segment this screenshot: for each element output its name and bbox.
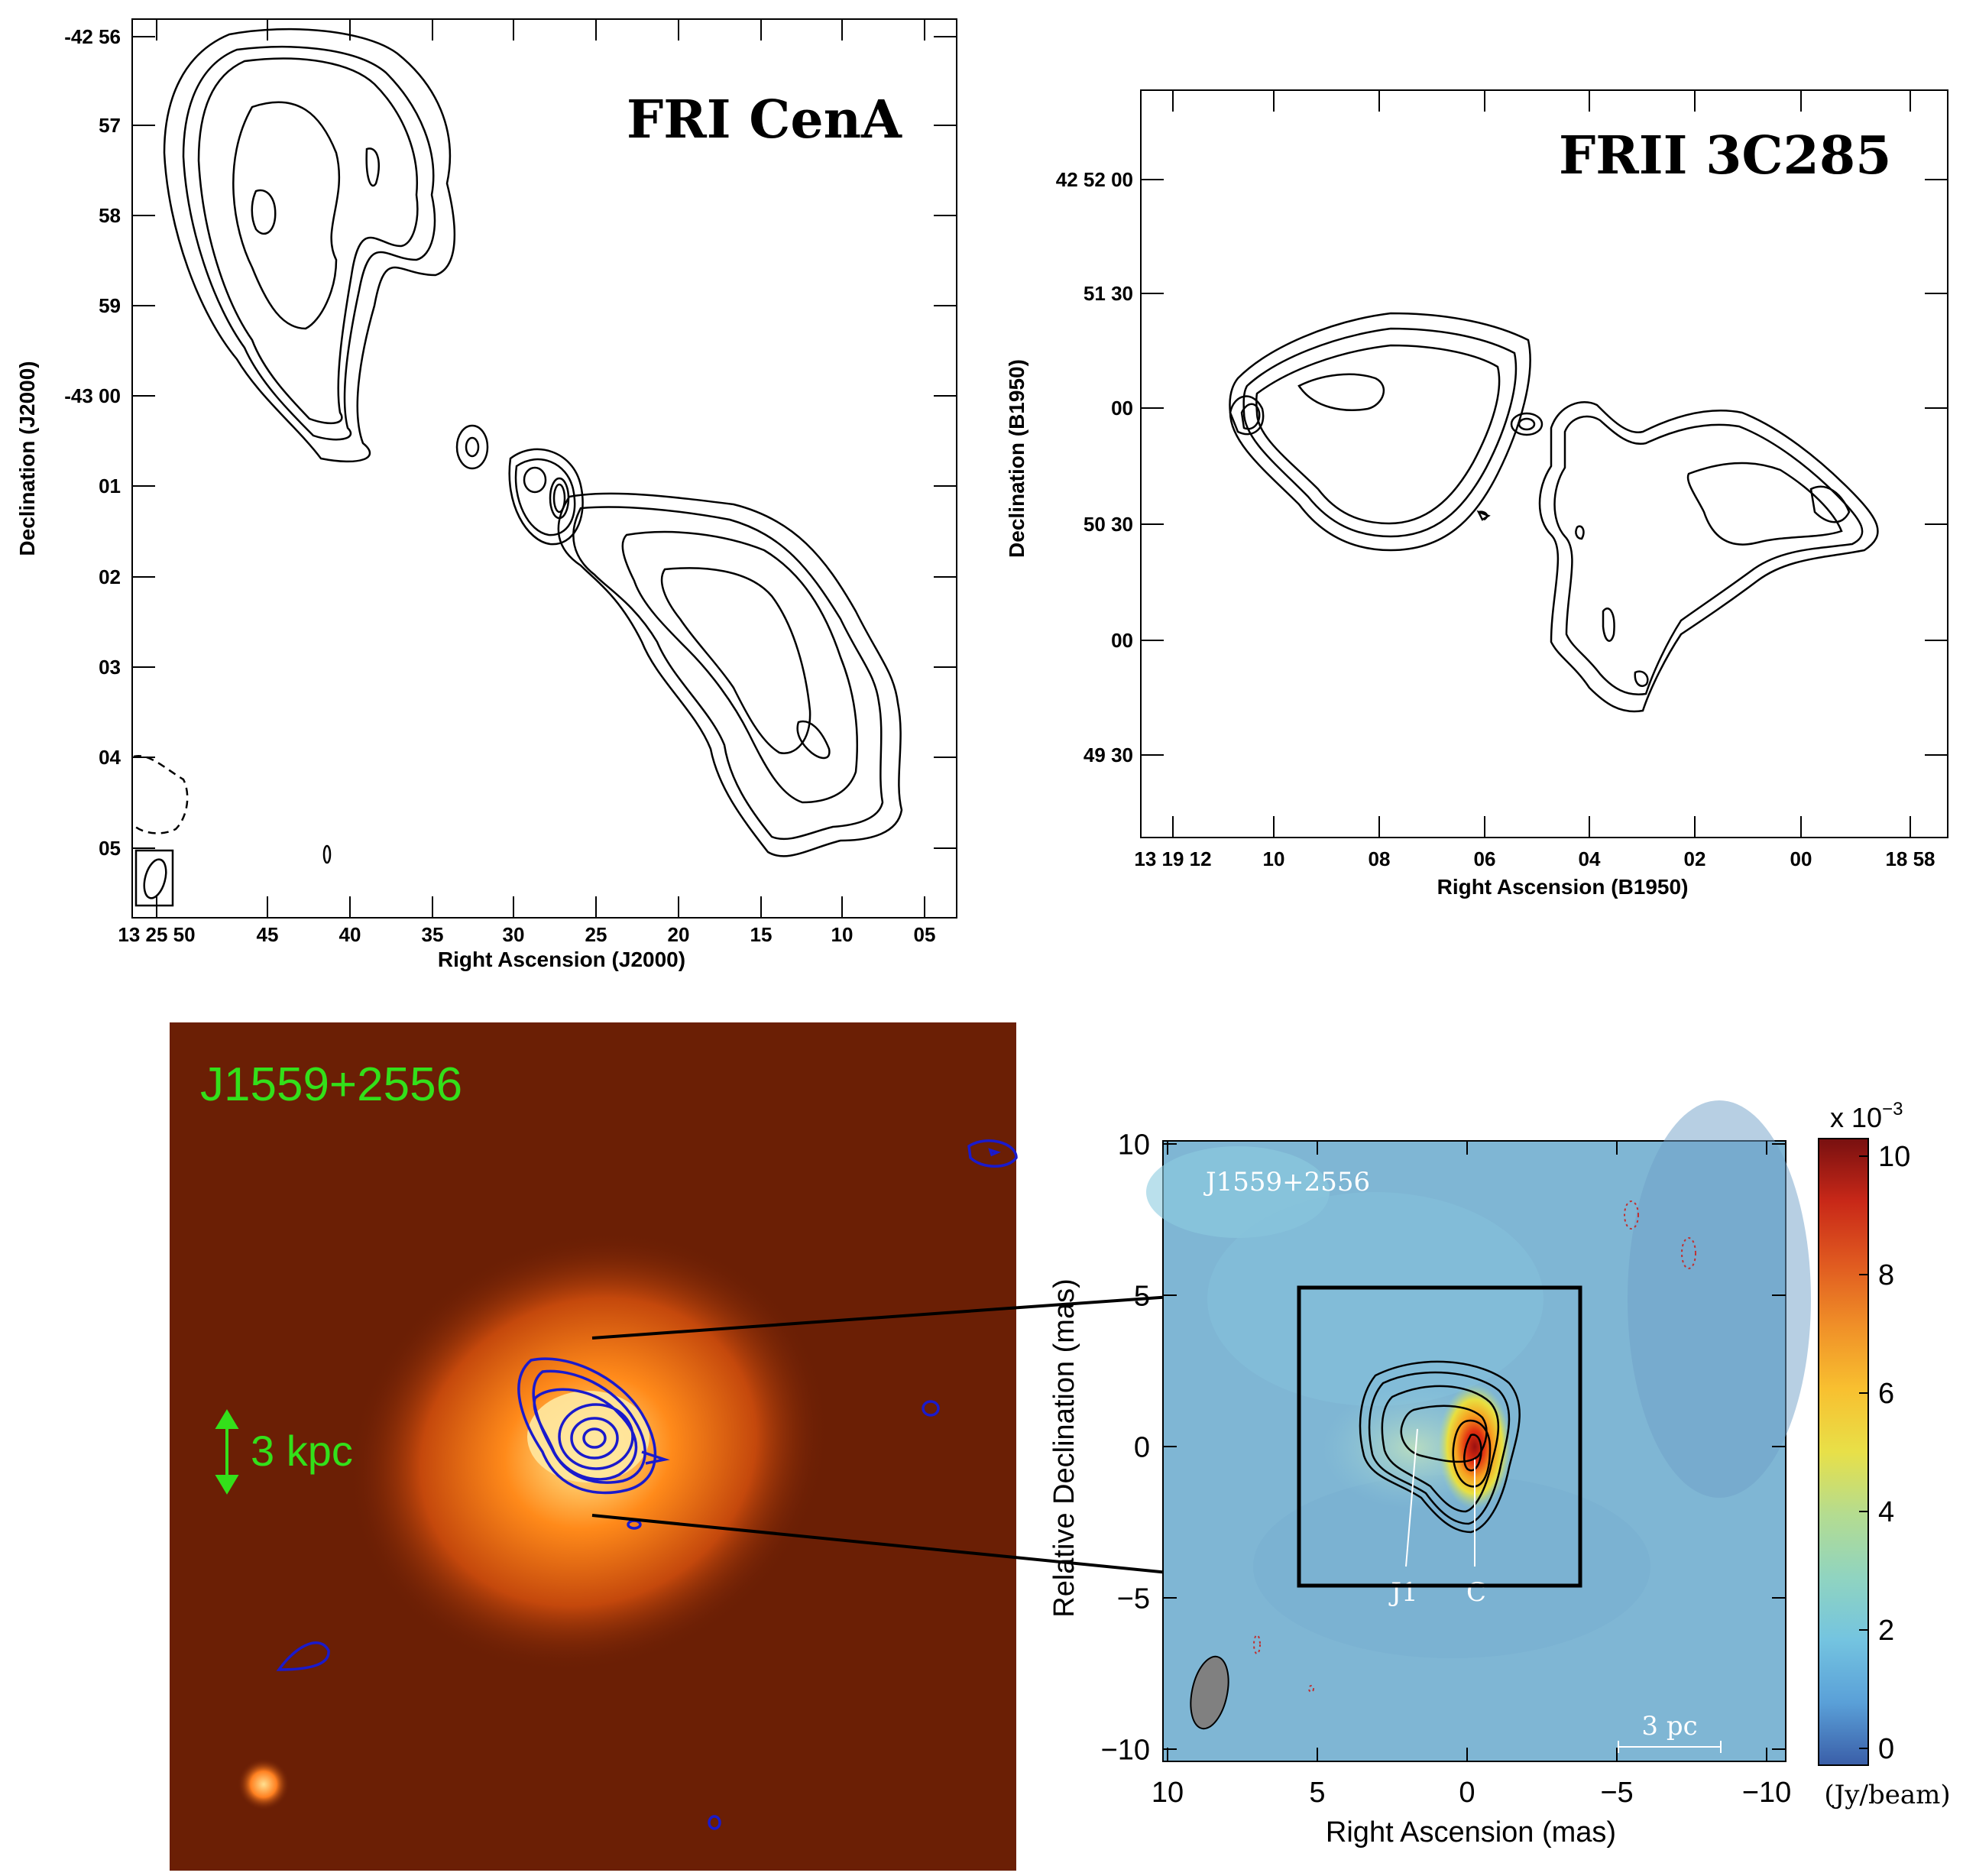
y-tick-label: 49 30	[1084, 744, 1133, 766]
cena-y-axis-label: Declination (J2000)	[15, 361, 39, 556]
x-tick-label: −5	[1600, 1777, 1633, 1809]
scale-bar-3kpc	[215, 1409, 239, 1495]
component-label-c: C	[1466, 1577, 1486, 1608]
x-tick-label: −10	[1742, 1777, 1791, 1809]
x-tick-label: 08	[1369, 847, 1391, 870]
core-emission	[1438, 1384, 1511, 1509]
y-tick-label: 5	[1134, 1280, 1150, 1312]
c285-y-axis-label: Declination (B1950)	[1005, 359, 1028, 558]
colorbar-tick-label: 4	[1878, 1496, 1894, 1528]
cena-panel: 13 25 50 45 40 35 30 25 20 15 10 05 -42 56575859-…	[15, 18, 957, 971]
colorbar-tick-label: 2	[1878, 1615, 1894, 1647]
y-tick-label: 58	[99, 204, 121, 227]
y-tick-label: 05	[99, 837, 121, 860]
x-tick-label: 18 58	[1885, 847, 1935, 870]
cena-contours	[133, 28, 903, 907]
colorbar-tick-label: 6	[1878, 1378, 1894, 1410]
vlbi-x-axis-label: Right Ascension (mas)	[1326, 1816, 1616, 1848]
x-tick-label: 10	[1263, 847, 1285, 870]
cena-y-ticks: -42 56 57 58 59 -43 00 01 02 03 04 05	[64, 25, 957, 860]
vlbi-x-ticks: 10 5 0 −5 −10	[1152, 1141, 1791, 1809]
y-tick-label: -42 56	[64, 25, 121, 48]
optical-source-label: J1559+2556	[200, 1058, 462, 1111]
vlbi-panel: J1 C 3 pc J1559+2556 10 5 0 −5 −10 10 5 0 −5 −10…	[1048, 1099, 1951, 1848]
component-label-j1: J1	[1388, 1577, 1417, 1608]
x-tick-label: 30	[503, 923, 525, 946]
cena-x-axis-label: Right Ascension (J2000)	[438, 948, 685, 971]
x-tick-label: 15	[750, 923, 773, 946]
y-tick-label: 00	[1111, 629, 1133, 652]
scale-bar-label: 3 kpc	[251, 1427, 353, 1475]
x-tick-label: 5	[1309, 1777, 1325, 1809]
y-tick-label: 00	[1111, 397, 1133, 420]
x-tick-label: 02	[1684, 847, 1706, 870]
y-tick-label: -43 00	[64, 384, 121, 407]
cena-plot-frame	[131, 18, 957, 919]
colorbar-ticks: 10 8 6 4 2 0	[1859, 1141, 1910, 1765]
component-pointers	[1405, 1428, 1475, 1567]
foreground-star	[238, 1758, 290, 1810]
scale-bar-3pc-label: 3 pc	[1641, 1711, 1697, 1742]
y-tick-label: 42 52 00	[1056, 168, 1133, 191]
x-tick-label: 13 25 50	[118, 923, 195, 946]
x-tick-label: 25	[585, 923, 607, 946]
x-tick-label: 35	[422, 923, 444, 946]
y-tick-label: 01	[99, 475, 121, 497]
vlbi-contours	[1359, 1360, 1521, 1534]
vlbi-source-label: J1559+2556	[1203, 1167, 1370, 1197]
y-tick-label: −5	[1117, 1583, 1150, 1615]
x-tick-label: 00	[1790, 847, 1812, 870]
c285-x-ticks: 13 19 12 10 08 06 04 02 00 18 58	[1134, 90, 1935, 870]
x-tick-label: 45	[257, 923, 279, 946]
colorbar-tick-label: 8	[1878, 1259, 1894, 1291]
optical-panel: J1559+2556 3 kpc	[170, 1022, 1018, 1871]
c285-contours	[1229, 312, 1879, 713]
negative-contours	[1253, 1200, 1696, 1693]
colorbar-exponent-base: x 10	[1830, 1102, 1882, 1133]
x-tick-label: 10	[831, 923, 854, 946]
c285-plot-frame	[1140, 89, 1948, 838]
scale-bar-3pc	[1618, 1741, 1722, 1753]
colorbar-tick-label: 10	[1878, 1141, 1910, 1173]
vlbi-y-axis-label: Relative Declination (mas)	[1048, 1278, 1080, 1618]
radio-contours-blue	[276, 1139, 1018, 1830]
y-tick-label: 59	[99, 294, 121, 317]
y-tick-label: 51 30	[1084, 282, 1133, 305]
c285-title: FRII 3C285	[1559, 125, 1891, 186]
x-tick-label: 40	[339, 923, 361, 946]
y-tick-label: 0	[1134, 1431, 1150, 1463]
vlbi-y-ticks: 10 5 0 −5 −10	[1101, 1129, 1786, 1766]
colorbar-unit-label: (Jy/beam)	[1824, 1780, 1950, 1810]
y-tick-label: 03	[99, 656, 121, 679]
x-tick-label: 13 19 12	[1134, 847, 1211, 870]
zoom-box	[1297, 1285, 1582, 1588]
beam-ellipse	[1190, 1655, 1229, 1730]
y-tick-label: −10	[1101, 1734, 1150, 1766]
x-tick-label: 05	[914, 923, 936, 946]
c285-y-ticks: 42 52 00 51 30 00 50 30 00 49 30	[1056, 168, 1948, 766]
cena-title: FRI CenA	[627, 89, 902, 151]
x-tick-label: 04	[1579, 847, 1601, 870]
x-tick-label: 10	[1152, 1777, 1184, 1809]
colorbar	[1818, 1138, 1869, 1766]
y-tick-label: 04	[99, 746, 121, 769]
x-tick-label: 0	[1459, 1777, 1475, 1809]
y-tick-label: 10	[1118, 1129, 1150, 1161]
x-tick-label: 06	[1474, 847, 1496, 870]
x-tick-label: 20	[668, 923, 690, 946]
colorbar-exponent-power: −3	[1882, 1099, 1903, 1119]
c285-panel: 13 19 12 10 08 06 04 02 00 18 58 42 52 00 51 30 0…	[1005, 89, 1948, 899]
c285-x-axis-label: Right Ascension (B1950)	[1437, 875, 1689, 899]
y-tick-label: 02	[99, 565, 121, 588]
cena-x-ticks: 13 25 50 45 40 35 30 25 20 15 10 05	[118, 19, 935, 946]
y-tick-label: 57	[99, 114, 121, 137]
y-tick-label: 50 30	[1084, 513, 1133, 536]
colorbar-exponent: x 10−3	[1830, 1099, 1903, 1133]
colorbar-tick-label: 0	[1878, 1733, 1894, 1765]
